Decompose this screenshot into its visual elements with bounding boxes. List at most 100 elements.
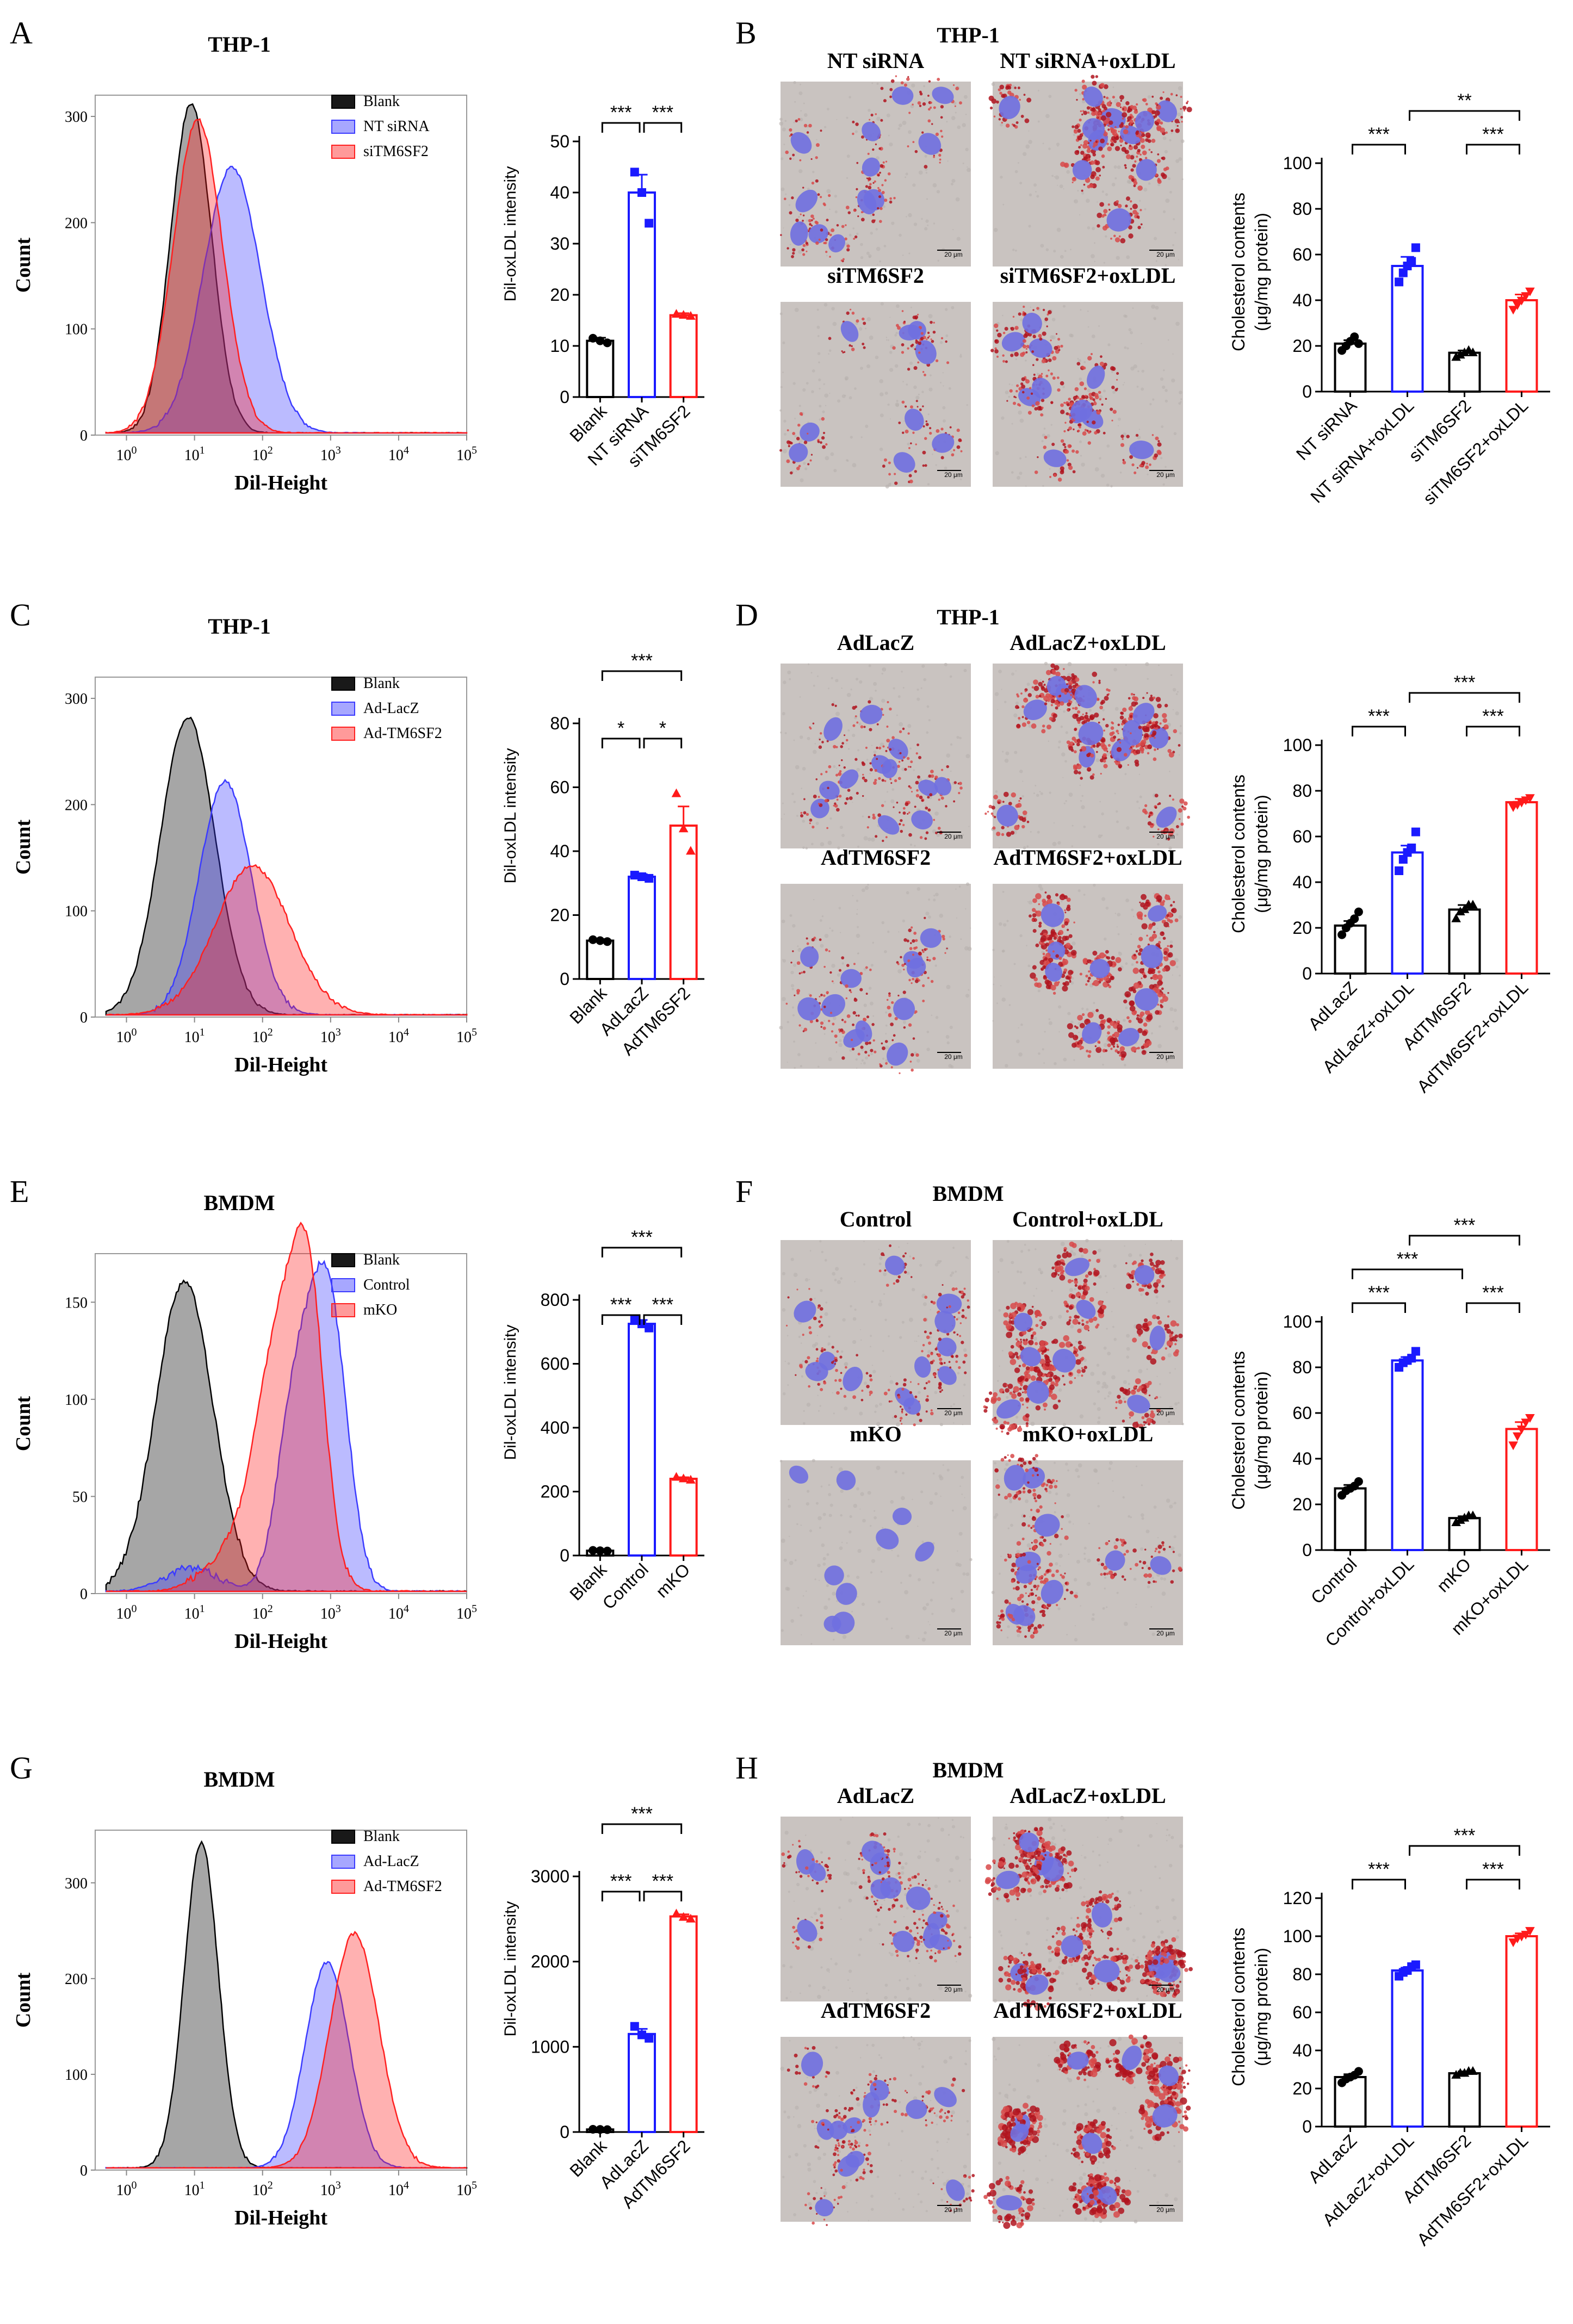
- texture-speck: [962, 834, 964, 836]
- lipid-droplet: [933, 1373, 936, 1377]
- lipid-droplet: [992, 1418, 995, 1422]
- lipid-droplet: [1088, 970, 1091, 973]
- lipid-droplet: [1031, 1305, 1034, 1308]
- lipid-droplet: [880, 164, 884, 168]
- texture-speck: [1157, 927, 1159, 929]
- lipid-droplet: [1147, 744, 1153, 749]
- lipid-droplet: [1135, 950, 1138, 953]
- texture-speck: [1095, 758, 1100, 763]
- texture-speck: [1114, 913, 1117, 914]
- nucleus: [862, 157, 880, 177]
- lipid-droplet: [1030, 392, 1033, 395]
- lipid-droplet: [903, 1026, 906, 1029]
- texture-speck: [817, 335, 820, 337]
- lipid-droplet: [996, 1397, 1001, 1402]
- lipid-droplet: [930, 1360, 934, 1365]
- texture-speck: [1020, 1023, 1023, 1026]
- lipid-droplet: [817, 1306, 820, 1309]
- texture-speck: [856, 1487, 859, 1491]
- lipid-droplet: [908, 474, 912, 478]
- lipid-droplet: [1161, 987, 1164, 990]
- texture-speck: [914, 1340, 915, 1342]
- texture-speck: [1124, 773, 1127, 776]
- texture-speck: [798, 405, 801, 407]
- lipid-droplet: [1086, 767, 1092, 772]
- texture-speck: [1020, 1250, 1024, 1253]
- texture-speck: [835, 767, 838, 769]
- lipid-droplet: [1118, 967, 1122, 972]
- flow-frame: [95, 95, 467, 436]
- texture-speck: [1054, 176, 1055, 178]
- lipid-droplet: [1129, 144, 1131, 147]
- lipid-droplet: [1141, 464, 1143, 467]
- significance-bracket: [1466, 726, 1520, 736]
- lipid-droplet: [993, 1392, 998, 1397]
- lipid-droplet: [917, 313, 919, 315]
- lipid-droplet: [911, 1068, 914, 1072]
- x-tick-label: siTM6SF2+oxLDL: [1419, 395, 1532, 508]
- intensity-bar: [628, 876, 656, 980]
- texture-speck: [782, 959, 786, 963]
- lipid-droplet: [1074, 1315, 1078, 1319]
- lipid-droplet: [1038, 681, 1043, 687]
- texture-speck: [934, 964, 937, 967]
- texture-speck: [878, 1262, 882, 1266]
- lipid-droplet: [1098, 1014, 1104, 1020]
- texture-speck: [837, 1280, 841, 1285]
- lipid-droplet: [819, 1315, 822, 1318]
- texture-speck: [926, 1603, 930, 1606]
- lipid-droplet: [885, 749, 888, 752]
- lipid-droplet: [900, 81, 904, 85]
- texture-speck: [876, 116, 881, 121]
- lipid-droplet: [1033, 685, 1039, 691]
- texture-speck: [818, 1410, 820, 1412]
- lipid-droplet: [1049, 475, 1051, 478]
- texture-speck: [827, 1597, 831, 1601]
- lipid-droplet: [1048, 369, 1050, 371]
- data-point: [1508, 306, 1518, 315]
- texture-speck: [1005, 391, 1009, 395]
- texture-speck: [839, 1039, 842, 1043]
- lipid-droplet: [1017, 403, 1020, 406]
- significance-label: ***: [1454, 672, 1476, 693]
- lipid-droplet: [926, 338, 928, 340]
- texture-speck: [1118, 952, 1123, 956]
- lipid-droplet: [1154, 794, 1159, 798]
- texture-speck: [1044, 661, 1048, 666]
- lipid-droplet: [1050, 339, 1052, 342]
- lipid-droplet: [1126, 154, 1131, 159]
- texture-speck: [991, 82, 995, 86]
- texture-speck: [1005, 751, 1010, 755]
- lipid-droplet: [1157, 992, 1163, 997]
- texture-speck: [1134, 436, 1136, 437]
- texture-speck: [966, 404, 968, 406]
- texture-speck: [816, 308, 819, 311]
- texture-speck: [867, 837, 871, 841]
- texture-speck: [965, 147, 969, 152]
- lipid-droplet: [900, 956, 902, 959]
- texture-speck: [878, 1302, 883, 1307]
- lipid-droplet: [1025, 379, 1030, 384]
- texture-speck: [845, 377, 848, 381]
- lipid-droplet: [1005, 1323, 1012, 1330]
- texture-speck: [1024, 1243, 1026, 1246]
- lipid-droplet: [920, 337, 924, 340]
- lipid-droplet: [937, 826, 941, 830]
- texture-speck: [820, 1485, 823, 1488]
- lipid-droplet: [1085, 394, 1087, 397]
- lipid-droplet: [1014, 1302, 1018, 1305]
- x-tick-label: AdTM6SF2+oxLDL: [1413, 977, 1532, 1096]
- texture-speck: [788, 1498, 790, 1501]
- texture-speck: [826, 1349, 828, 1351]
- lipid-droplet: [1161, 173, 1167, 179]
- texture-speck: [1158, 664, 1160, 666]
- texture-speck: [794, 418, 796, 420]
- lipid-droplet: [860, 135, 864, 139]
- lipid-droplet: [884, 1269, 887, 1272]
- texture-speck: [933, 895, 936, 897]
- lipid-droplet: [856, 162, 859, 164]
- texture-speck: [1073, 1059, 1075, 1061]
- lipid-droplet: [1169, 960, 1176, 966]
- lipid-droplet: [1145, 728, 1150, 733]
